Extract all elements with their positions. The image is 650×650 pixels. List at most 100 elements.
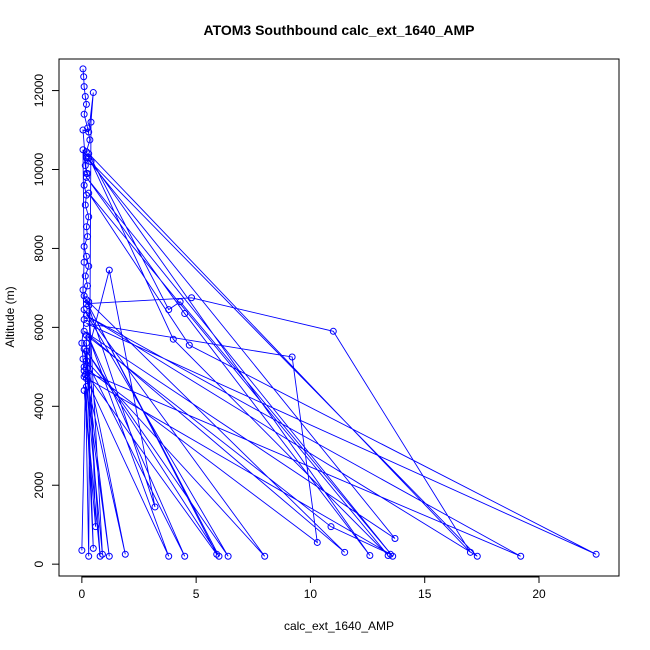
data-point [85,552,93,560]
data-point [81,92,89,100]
data-point [329,327,337,335]
data-point [85,333,93,341]
y-tick-label: 4000 [32,393,46,420]
x-axis-label: calc_ext_1640_AMP [284,619,394,633]
data-point [327,523,335,531]
data-point [82,375,90,383]
data-point [80,83,88,91]
y-axis-label: Altitude (m) [3,286,17,347]
data-point [87,158,95,166]
data-point [188,294,196,302]
data-point [85,150,93,158]
y-tick-label: 6000 [32,314,46,341]
data-point [80,327,88,335]
data-point [517,552,525,560]
data-point [87,118,95,126]
data-point [151,503,159,511]
x-tick-label: 5 [193,587,200,601]
data-point [105,266,113,274]
data-point [79,286,87,294]
data-point [81,162,89,170]
data-point [592,550,600,558]
data-point [181,552,189,560]
data-point [80,345,88,353]
data-point [85,154,93,162]
data-point [366,551,374,559]
data-point [79,146,87,154]
data-point [82,319,90,327]
data-point [84,124,92,132]
data-point [79,126,87,134]
data-point [288,353,296,361]
y-tick-label: 10000 [32,152,46,186]
data-point [82,173,90,181]
data-point [80,373,88,381]
data-point [82,312,90,320]
data-point [82,252,90,260]
data-point [80,363,88,371]
data-point [213,550,221,558]
data-point [89,544,97,552]
data-point [81,272,89,280]
y-tick-label: 12000 [32,74,46,108]
data-point [78,339,86,347]
x-tick-label: 15 [418,587,432,601]
data-point [81,201,89,209]
data-point [98,550,106,558]
data-point [341,548,349,556]
data-point [89,89,97,97]
series-line [81,68,597,557]
data-point [80,258,88,266]
data-point [261,552,269,560]
data-point [169,335,177,343]
data-point [84,233,92,241]
data-point [121,550,129,558]
data-point [85,298,93,306]
data-point [80,110,88,118]
data-point [165,552,173,560]
data-point [82,339,90,347]
data-point [82,223,90,231]
data-point [80,73,88,81]
data-point [96,552,104,560]
data-point [82,383,90,391]
data-point [313,538,321,546]
data-point [78,546,86,554]
data-point [215,552,223,560]
data-point [82,191,90,199]
data-point [82,357,90,365]
x-tick-label: 0 [79,587,86,601]
data-point [82,169,90,177]
data-point [165,306,173,314]
data-point [85,213,93,221]
data-point [82,100,90,108]
data-point [82,154,90,162]
data-point [92,523,100,531]
data-point [86,136,94,144]
data-point [82,331,90,339]
y-tick-label: 0 [32,561,46,568]
data-point [79,355,87,363]
chart-title: ATOM3 Southbound calc_ext_1640_AMP [204,22,475,38]
data-point [82,300,90,308]
data-point [389,552,397,560]
data-point [105,552,113,560]
data-point [84,282,92,290]
data-point [85,128,93,136]
y-tick-label: 2000 [32,472,46,499]
data-point [185,341,193,349]
data-point [85,189,93,197]
x-tick-label: 20 [532,587,546,601]
data-point [473,552,481,560]
data-point [79,65,87,73]
data-point [82,347,90,355]
y-tick-label: 8000 [32,235,46,262]
data-point [80,315,88,323]
data-point [82,296,90,304]
data-point [181,310,189,318]
series-layer [78,65,600,560]
data-point [80,181,88,189]
data-point [466,548,474,556]
y-axis: 0 2000 4000 6000 8000 10000 12000 [32,74,60,568]
